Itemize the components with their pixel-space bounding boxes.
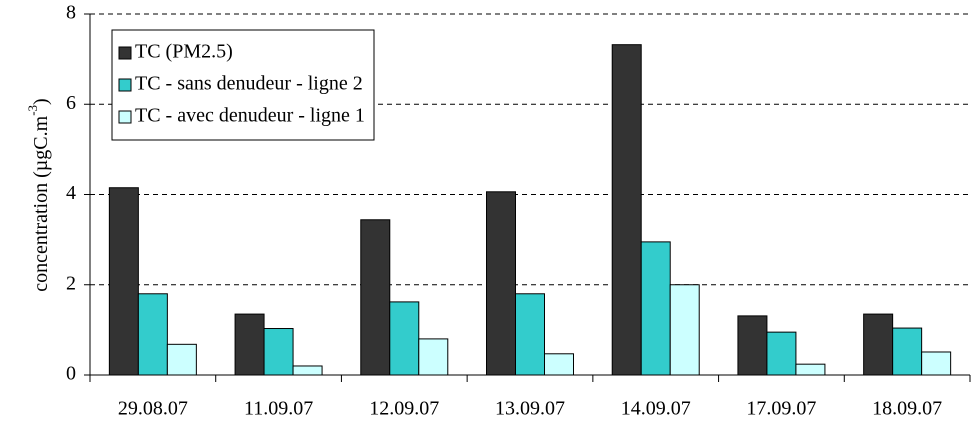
bar xyxy=(418,338,449,376)
y-tick-label: 2 xyxy=(66,272,76,294)
legend-label: TC - avec denudeur - ligne 1 xyxy=(135,105,365,127)
bar xyxy=(360,219,391,376)
x-tick-label: 29.08.07 xyxy=(118,398,188,420)
x-tick-label: 14.09.07 xyxy=(621,398,691,420)
y-tick-label: 0 xyxy=(66,363,76,385)
bar xyxy=(389,301,420,376)
bar xyxy=(640,241,671,376)
bar xyxy=(611,44,642,376)
bar xyxy=(137,293,168,376)
legend-box xyxy=(111,29,375,141)
legend-swatch xyxy=(118,110,132,124)
bar xyxy=(921,351,952,376)
legend-swatch xyxy=(118,78,132,92)
bar xyxy=(108,187,139,376)
bar xyxy=(766,331,797,376)
bar xyxy=(669,284,700,376)
bar xyxy=(234,313,265,376)
y-tick-label: 6 xyxy=(66,92,76,114)
legend-label: TC (PM2.5) xyxy=(135,41,233,63)
legend-label: TC - sans denudeur - ligne 2 xyxy=(135,73,363,95)
bar xyxy=(892,327,923,376)
y-label-sup: -3 xyxy=(25,105,40,116)
bar xyxy=(515,293,545,376)
bar xyxy=(795,363,826,376)
bar xyxy=(737,315,768,376)
x-tick-label: 13.09.07 xyxy=(495,398,565,420)
x-tick-label: 17.09.07 xyxy=(746,398,816,420)
bar xyxy=(544,353,574,376)
bar xyxy=(863,313,894,376)
bar xyxy=(166,343,197,376)
x-tick-label: 11.09.07 xyxy=(244,398,313,420)
y-axis-label: concentration (µgC.m-3) xyxy=(25,98,51,291)
y-label-end: ) xyxy=(30,98,52,105)
x-tick-label: 12.09.07 xyxy=(369,398,439,420)
bar xyxy=(486,191,516,376)
y-tick-label: 4 xyxy=(66,182,76,204)
y-tick-label: 8 xyxy=(66,2,76,24)
x-tick-label: 18.09.07 xyxy=(872,398,942,420)
bar xyxy=(292,365,323,376)
bar xyxy=(263,328,294,376)
legend-swatch xyxy=(118,46,132,60)
y-label-text: concentration (µgC.m xyxy=(30,115,52,291)
